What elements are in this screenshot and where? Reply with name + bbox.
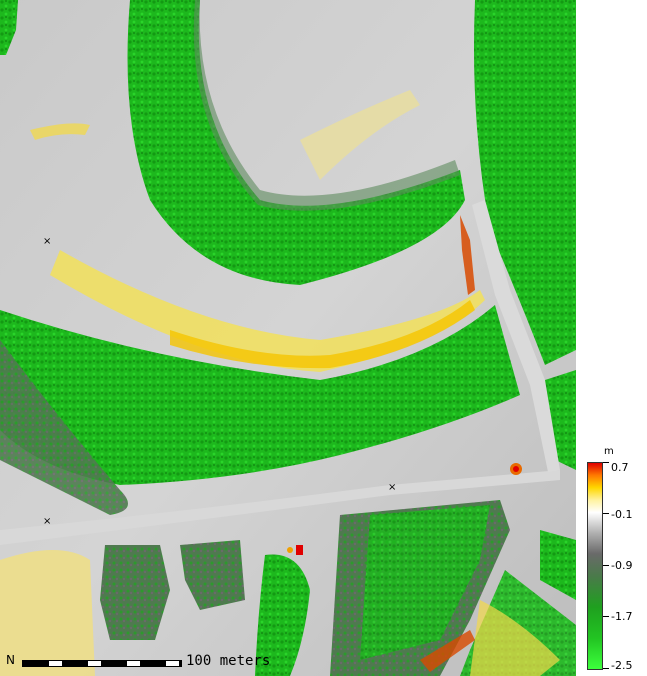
- legend-label-3: -0.9: [611, 559, 633, 572]
- elevation-map[interactable]: × × ×: [0, 0, 576, 676]
- legend-tick: [603, 513, 609, 514]
- legend-tick: [603, 565, 609, 566]
- road-vertical-right: [472, 200, 560, 472]
- red-streak-lower: [420, 630, 475, 672]
- field-bottom-left-b: [180, 540, 245, 610]
- field-curve-inner: [127, 0, 465, 285]
- red-streak-upper: [460, 215, 475, 295]
- yellow-band-core: [170, 300, 475, 369]
- field-top-left-patch: [0, 0, 18, 55]
- legend-tick: [603, 668, 609, 669]
- yellow-band-arc: [50, 250, 485, 372]
- north-arrow-icon: N: [6, 653, 15, 667]
- legend-tick: [603, 462, 609, 463]
- hotspot-1-core: [513, 466, 519, 472]
- yellow-upper-mid: [300, 90, 420, 180]
- field-bottom-right: [540, 530, 576, 600]
- yellow-bottom-right: [470, 600, 560, 676]
- legend-label-max: 0.7: [611, 461, 629, 474]
- legend-tick: [603, 616, 609, 617]
- legend-label-2: -0.1: [611, 508, 633, 521]
- marker-cross-1: ×: [43, 236, 51, 247]
- legend-colorbar: [587, 462, 603, 670]
- scale-bar: N 100 meters: [6, 652, 306, 672]
- field-right-vertical: [474, 0, 576, 365]
- yellow-upper-left: [30, 123, 90, 140]
- marker-cross-2: ×: [388, 482, 396, 493]
- map-canvas: × × ×: [0, 0, 576, 676]
- elevation-legend: m 0.7 -0.1 -0.9 -1.7 -2.5: [586, 446, 644, 672]
- hotspot-2: [296, 545, 303, 555]
- field-tree-cluster: [255, 554, 310, 676]
- field-bottom-left-a: [100, 545, 170, 640]
- yellow-bottom-left: [0, 550, 95, 676]
- legend-unit: m: [604, 446, 614, 457]
- road-diagonal: [0, 470, 560, 545]
- scale-label: 100 meters: [186, 653, 271, 669]
- scale-segments: [22, 660, 182, 667]
- legend-label-4: -1.7: [611, 610, 633, 623]
- field-curve-middle: [0, 305, 520, 485]
- hotspot-3: [287, 547, 293, 553]
- marker-cross-3: ×: [43, 516, 51, 527]
- legend-label-min: -2.5: [611, 659, 633, 672]
- field-bottom-mid-green: [360, 505, 490, 660]
- field-curve-middle-left: [0, 340, 128, 515]
